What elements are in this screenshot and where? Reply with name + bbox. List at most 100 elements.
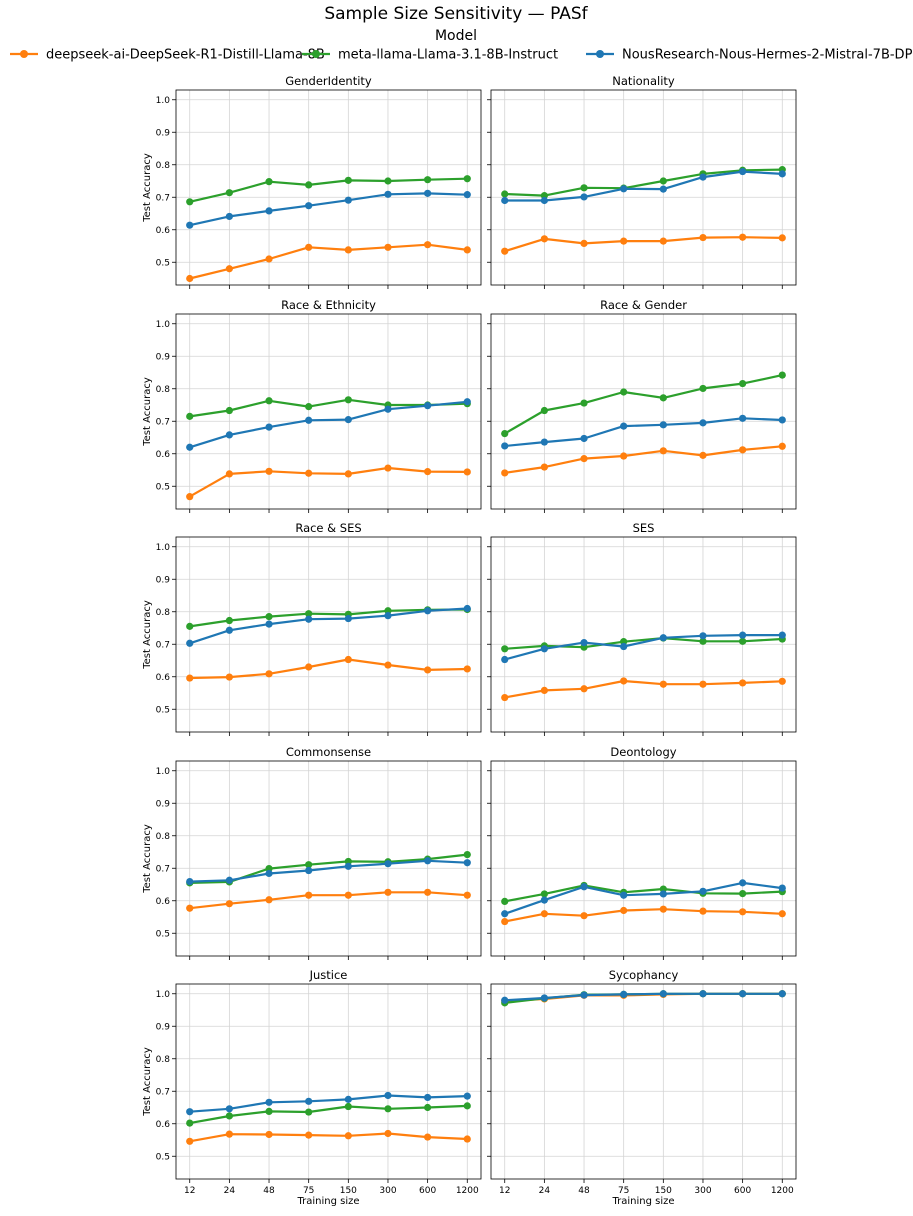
data-point: [344, 1095, 352, 1103]
series: [501, 233, 786, 255]
data-point: [186, 622, 194, 630]
data-point: [739, 167, 747, 176]
data-point: [501, 196, 509, 205]
data-point: [344, 1132, 352, 1140]
data-point: [265, 670, 273, 678]
y-tick-label: 0.8: [156, 161, 171, 171]
series-line: [189, 1104, 468, 1125]
data-point: [699, 384, 707, 393]
subplot: Sycophancy 12 24 48 75 150 300 600 1200 Training …: [487, 968, 797, 1207]
data-point: [778, 677, 786, 685]
data-point: [384, 888, 392, 896]
data-point: [186, 1108, 194, 1116]
data-point: [620, 452, 628, 460]
data-point: [424, 1093, 432, 1102]
data-point: [620, 990, 628, 999]
y-tick-label: 0.8: [156, 385, 171, 395]
data-point: [305, 891, 313, 899]
data-point: [265, 178, 273, 186]
series: [501, 905, 786, 926]
data-point: [305, 861, 313, 869]
series-line: [189, 177, 468, 203]
data-point: [739, 446, 747, 454]
data-point: [739, 631, 747, 639]
data-point: [501, 897, 509, 906]
y-tick-label: 0.6: [156, 450, 171, 460]
data-point: [424, 1133, 432, 1141]
data-point: [739, 890, 747, 898]
series-line: [189, 891, 468, 910]
x-axis-label: Training size: [296, 1196, 359, 1207]
data-point: [344, 396, 352, 404]
legend-label: meta-llama-Llama-3.1-8B-Instruct: [338, 48, 558, 63]
x-tick-label: 12: [184, 1186, 195, 1196]
x-tick-label: 48: [578, 1186, 590, 1196]
data-point: [699, 990, 707, 998]
data-point: [384, 1091, 392, 1100]
data-point: [344, 862, 352, 870]
data-point: [344, 470, 352, 478]
series: [501, 167, 786, 205]
y-tick-label: 0.9: [156, 1022, 171, 1032]
series-line: [504, 992, 783, 1002]
data-point: [265, 869, 273, 878]
data-point: [305, 663, 313, 671]
data-point: [463, 891, 471, 899]
data-point: [463, 246, 471, 254]
y-tick-label: 0.6: [156, 226, 171, 236]
legend-label: NousResearch-Nous-Hermes-2-Mistral-7B-DP…: [622, 48, 913, 63]
x-tick-label: 600: [734, 1186, 751, 1196]
data-point: [620, 237, 628, 245]
axes-frame: [490, 983, 797, 1180]
data-point: [225, 626, 233, 634]
y-tick-label: 0.6: [156, 1120, 171, 1130]
data-point: [265, 1098, 273, 1106]
data-point: [384, 177, 392, 185]
data-point: [778, 234, 786, 242]
data-point: [225, 900, 233, 908]
series-line: [504, 236, 783, 253]
subplot-title: GenderIdentity: [285, 74, 372, 88]
subplot: Race & Ethnicity 0.5 0.6 0.7 0.8 0.9 1.0 Test A…: [142, 298, 482, 513]
y-tick-label: 0.8: [156, 832, 171, 842]
data-point: [659, 185, 667, 193]
y-tick-label: 0.9: [156, 575, 171, 585]
data-point: [620, 642, 628, 651]
series: [186, 888, 471, 912]
data-point: [424, 468, 432, 476]
data-point: [778, 884, 786, 892]
data-point: [501, 190, 509, 198]
data-point: [659, 990, 667, 998]
data-point: [265, 620, 273, 628]
data-point: [580, 193, 588, 201]
data-point: [305, 416, 313, 424]
data-point: [344, 891, 352, 899]
data-point: [424, 666, 432, 674]
data-point: [580, 434, 588, 443]
data-point: [265, 613, 273, 621]
data-point: [501, 910, 509, 918]
data-point: [424, 607, 432, 615]
data-point: [186, 412, 194, 420]
data-point: [580, 239, 588, 247]
series-line: [189, 192, 468, 227]
y-axis-label: Test Accuracy: [142, 377, 153, 447]
y-tick-label: 0.7: [156, 864, 170, 874]
data-point: [739, 879, 747, 887]
y-axis-label: Test Accuracy: [142, 1047, 153, 1117]
data-point: [540, 438, 548, 446]
y-tick-label: 0.6: [156, 897, 171, 907]
data-point: [305, 202, 313, 210]
y-tick-label: 0.5: [156, 258, 170, 268]
data-point: [778, 371, 786, 379]
data-point: [186, 221, 194, 229]
data-point: [265, 467, 273, 475]
data-point: [501, 442, 509, 450]
data-point: [463, 851, 471, 859]
subplot-title: Justice: [309, 968, 348, 982]
axes-frame: [490, 313, 797, 510]
data-point: [739, 379, 747, 388]
subplot: Race & Gender: [487, 298, 797, 513]
data-point: [225, 616, 233, 625]
data-point: [501, 645, 509, 653]
